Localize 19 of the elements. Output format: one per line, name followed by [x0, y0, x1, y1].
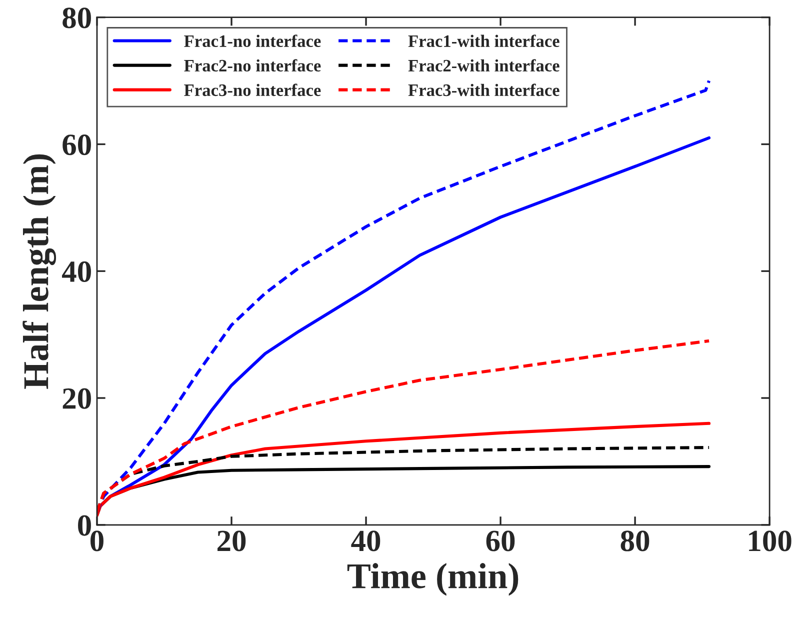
- legend-label: Frac2-no interface: [184, 59, 321, 72]
- x-axis-title: Time (min): [347, 563, 518, 596]
- y-tick-label: 40: [62, 261, 91, 282]
- legend-label: Frac3-with interface: [408, 84, 560, 96]
- legend-label: Frac3-no interface: [184, 84, 321, 96]
- y-tick-label: 60: [62, 134, 91, 156]
- y-tick-label: 20: [62, 388, 91, 409]
- legend-label: Frac1-with interface: [408, 34, 560, 48]
- legend-label: Frac1-no interface: [184, 34, 321, 48]
- line-series: [96, 339, 711, 514]
- x-tick-label: 80: [620, 530, 650, 552]
- y-tick-label: 0: [78, 515, 91, 536]
- x-tick-label: 60: [486, 530, 515, 552]
- x-tick-label: 100: [749, 530, 792, 552]
- x-tick-label: 20: [218, 530, 246, 552]
- y-axis-title: Half length (m): [22, 154, 56, 389]
- legend-label: Frac2-with interface: [408, 59, 560, 72]
- x-tick-label: 40: [351, 530, 380, 552]
- y-tick-label: 80: [62, 8, 91, 28]
